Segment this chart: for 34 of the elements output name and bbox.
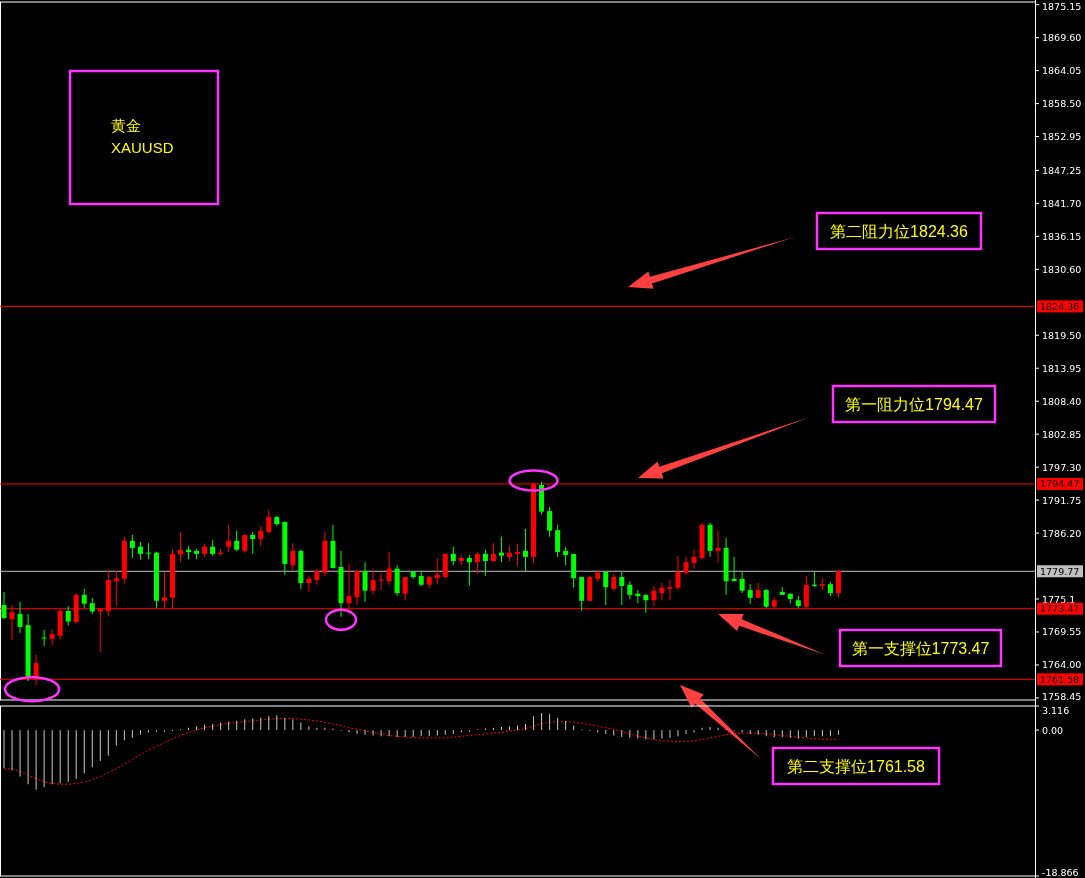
y-tick-label: 1836.15 (1042, 230, 1082, 242)
y-tick-label: 1847.25 (1042, 164, 1082, 176)
ref-label: 1779.77 (1037, 565, 1083, 578)
annotation: 第二支撑位1761.58 (787, 758, 926, 775)
note-box: 黄金 XAUUSD (68, 69, 220, 206)
y-tick-label: 1786.20 (1042, 527, 1082, 539)
y-tick-label: 1775.1 (1042, 593, 1076, 605)
ref-label: 1773.47 (1037, 602, 1083, 615)
y-tick-label: 1869.60 (1042, 32, 1082, 44)
annotation: 第一支撑位1773.47 (851, 640, 990, 657)
y-tick-label: 1758.45 (1042, 690, 1082, 702)
y-tick-label: 0.00 (1042, 724, 1064, 736)
y-tick-label: 1764.00 (1042, 659, 1082, 671)
annotation: XAUUSD (111, 139, 174, 156)
y-tick-label: 1808.40 (1042, 395, 1082, 407)
y-tick-label: 1819.50 (1042, 329, 1082, 341)
ref-label: 1761.58 (1037, 673, 1083, 686)
y-tick-label: 3.116 (1042, 704, 1070, 716)
y-tick-label: 1769.55 (1042, 626, 1082, 638)
y-tick-label: 1797.30 (1042, 461, 1082, 473)
annotation: 黄金 (111, 117, 141, 134)
y-tick-label: 1841.70 (1042, 197, 1082, 209)
y-tick-label: 1802.85 (1042, 428, 1082, 440)
ref-label: 1824.36 (1037, 300, 1083, 313)
y-tick-label: 1813.95 (1042, 362, 1082, 374)
y-tick-label: 1875.15 (1042, 0, 1082, 12)
y-tick-label: -18.866 (1042, 866, 1079, 878)
y-tick-label: 1864.05 (1042, 65, 1082, 77)
annotation: 第一阻力位1794.47 (845, 396, 984, 413)
y-tick-label: 1858.50 (1042, 98, 1082, 110)
y-tick-label: 1830.60 (1042, 263, 1082, 275)
annotation: 第二阻力位1824.36 (830, 223, 969, 240)
y-tick-label: 1852.95 (1042, 131, 1082, 143)
y-tick-label: 1791.75 (1042, 494, 1082, 506)
